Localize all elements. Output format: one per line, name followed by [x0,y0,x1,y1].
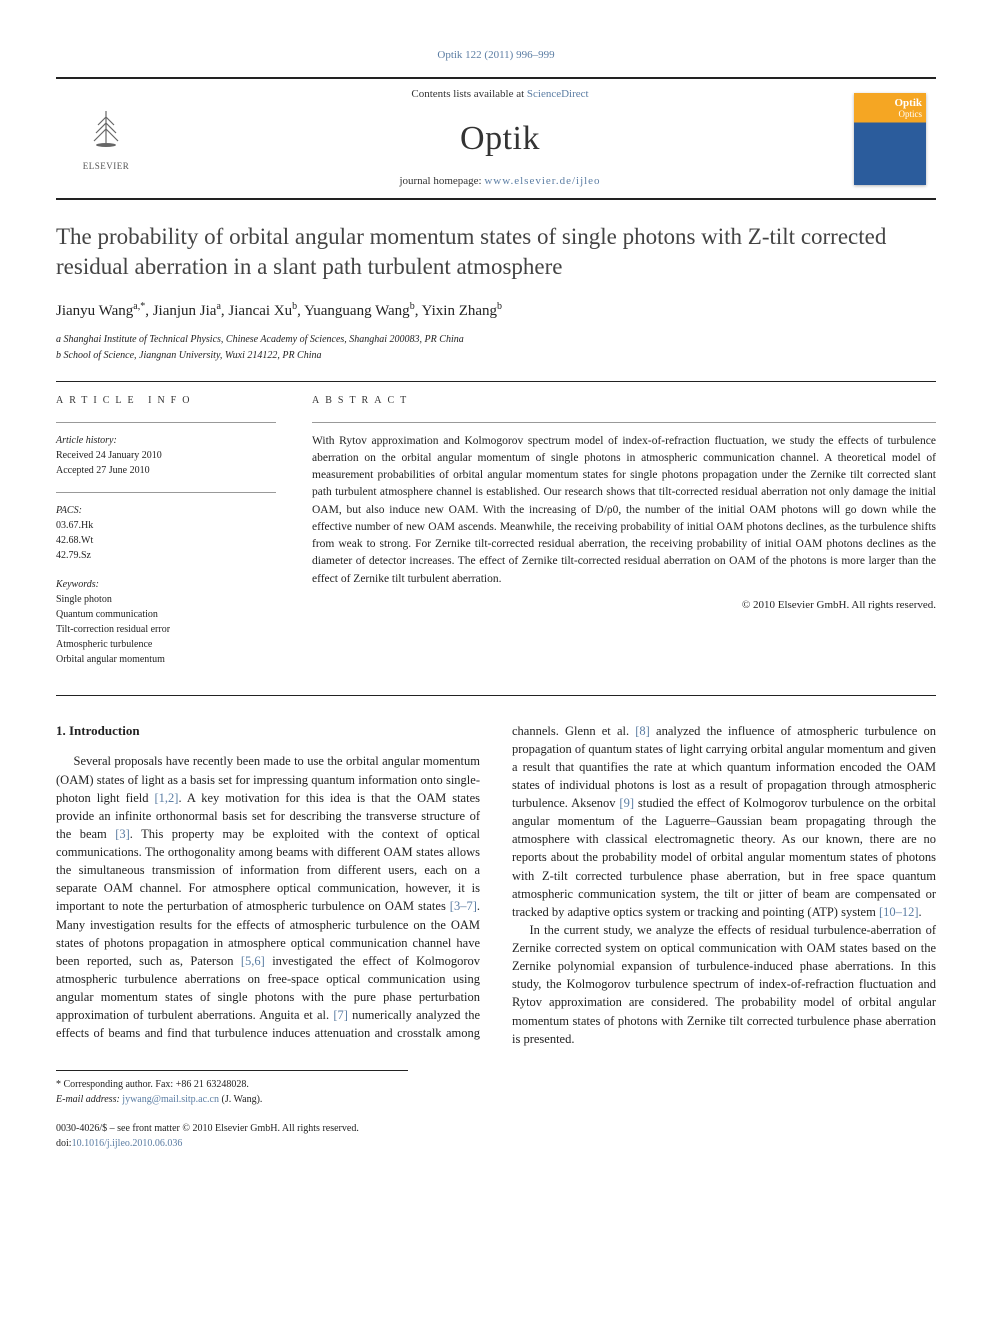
abstract-copyright: © 2010 Elsevier GmbH. All rights reserve… [312,598,936,613]
contents-prefix: Contents lists available at [411,88,526,100]
citation-line: Optik 122 (2011) 996–999 [56,48,936,63]
keywords-heading: Keywords: [56,577,276,592]
pacs-block: PACS: 03.67.Hk 42.68.Wt 42.79.Sz [56,503,276,563]
ref-link[interactable]: [3–7] [450,899,477,913]
ref-link[interactable]: [8] [635,724,650,738]
front-matter-line: 0030-4026/$ – see front matter © 2010 El… [56,1121,936,1136]
affiliation-a: a Shanghai Institute of Technical Physic… [56,332,936,347]
pacs-item: 03.67.Hk [56,518,276,533]
article-title: The probability of orbital angular momen… [56,222,936,282]
elsevier-logo: ELSEVIER [66,99,146,179]
homepage-prefix: journal homepage: [399,175,484,187]
sciencedirect-link[interactable]: ScienceDirect [527,88,589,100]
email-footnote: E-mail address: jywang@mail.sitp.ac.cn (… [56,1092,408,1107]
footnotes: * Corresponding author. Fax: +86 21 6324… [56,1070,408,1107]
contents-line: Contents lists available at ScienceDirec… [156,87,844,102]
article-history: Article history: Received 24 January 201… [56,433,276,478]
ref-link[interactable]: [3] [115,827,130,841]
journal-cover-thumbnail [854,93,926,185]
divider [56,422,276,423]
ref-link[interactable]: [5,6] [241,954,265,968]
corresponding-author-footnote: * Corresponding author. Fax: +86 21 6324… [56,1077,408,1092]
divider [56,492,276,493]
ref-link[interactable]: [9] [619,796,634,810]
pacs-item: 42.79.Sz [56,548,276,563]
affiliation-b: b School of Science, Jiangnan University… [56,348,936,363]
ref-link[interactable]: [1,2] [155,791,179,805]
divider [56,695,936,696]
history-received: Received 24 January 2010 [56,448,276,463]
section-heading-introduction: 1. Introduction [56,722,480,741]
doi-link[interactable]: 10.1016/j.ijleo.2010.06.036 [72,1138,183,1149]
author-list: Jianyu Wanga,*, Jianjun Jiaa, Jiancai Xu… [56,300,936,322]
homepage-line: journal homepage: www.elsevier.de/ijleo [156,174,844,189]
divider [312,422,936,423]
keyword: Tilt-correction residual error [56,622,276,637]
article-body: 1. Introduction Several proposals have r… [56,722,936,1048]
article-info-label: article info [56,394,276,408]
pacs-heading: PACS: [56,503,276,518]
history-accepted: Accepted 27 June 2010 [56,463,276,478]
email-suffix: (J. Wang). [219,1094,262,1105]
keywords-block: Keywords: Single photon Quantum communic… [56,577,276,667]
doi-prefix: doi: [56,1138,72,1149]
history-heading: Article history: [56,433,276,448]
publisher-name: ELSEVIER [83,160,130,173]
email-label: E-mail address: [56,1094,122,1105]
masthead: ELSEVIER Contents lists available at Sci… [56,77,936,199]
abstract-label: abstract [312,394,936,408]
keyword: Quantum communication [56,607,276,622]
ref-link[interactable]: [7] [333,1008,348,1022]
affiliations: a Shanghai Institute of Technical Physic… [56,332,936,363]
journal-name: Optik [156,115,844,163]
elsevier-tree-icon [84,105,128,156]
bottom-matter: 0030-4026/$ – see front matter © 2010 El… [56,1121,936,1151]
abstract-text: With Rytov approximation and Kolmogorov … [312,433,936,588]
homepage-link[interactable]: www.elsevier.de/ijleo [484,175,600,187]
keyword: Atmospheric turbulence [56,637,276,652]
keyword: Orbital angular momentum [56,652,276,667]
email-link[interactable]: jywang@mail.sitp.ac.cn [122,1094,219,1105]
keyword: Single photon [56,592,276,607]
intro-paragraph-2: In the current study, we analyze the eff… [512,921,936,1048]
ref-link[interactable]: [10–12] [879,905,919,919]
doi-line: doi:10.1016/j.ijleo.2010.06.036 [56,1136,936,1151]
pacs-item: 42.68.Wt [56,533,276,548]
divider [56,381,936,382]
